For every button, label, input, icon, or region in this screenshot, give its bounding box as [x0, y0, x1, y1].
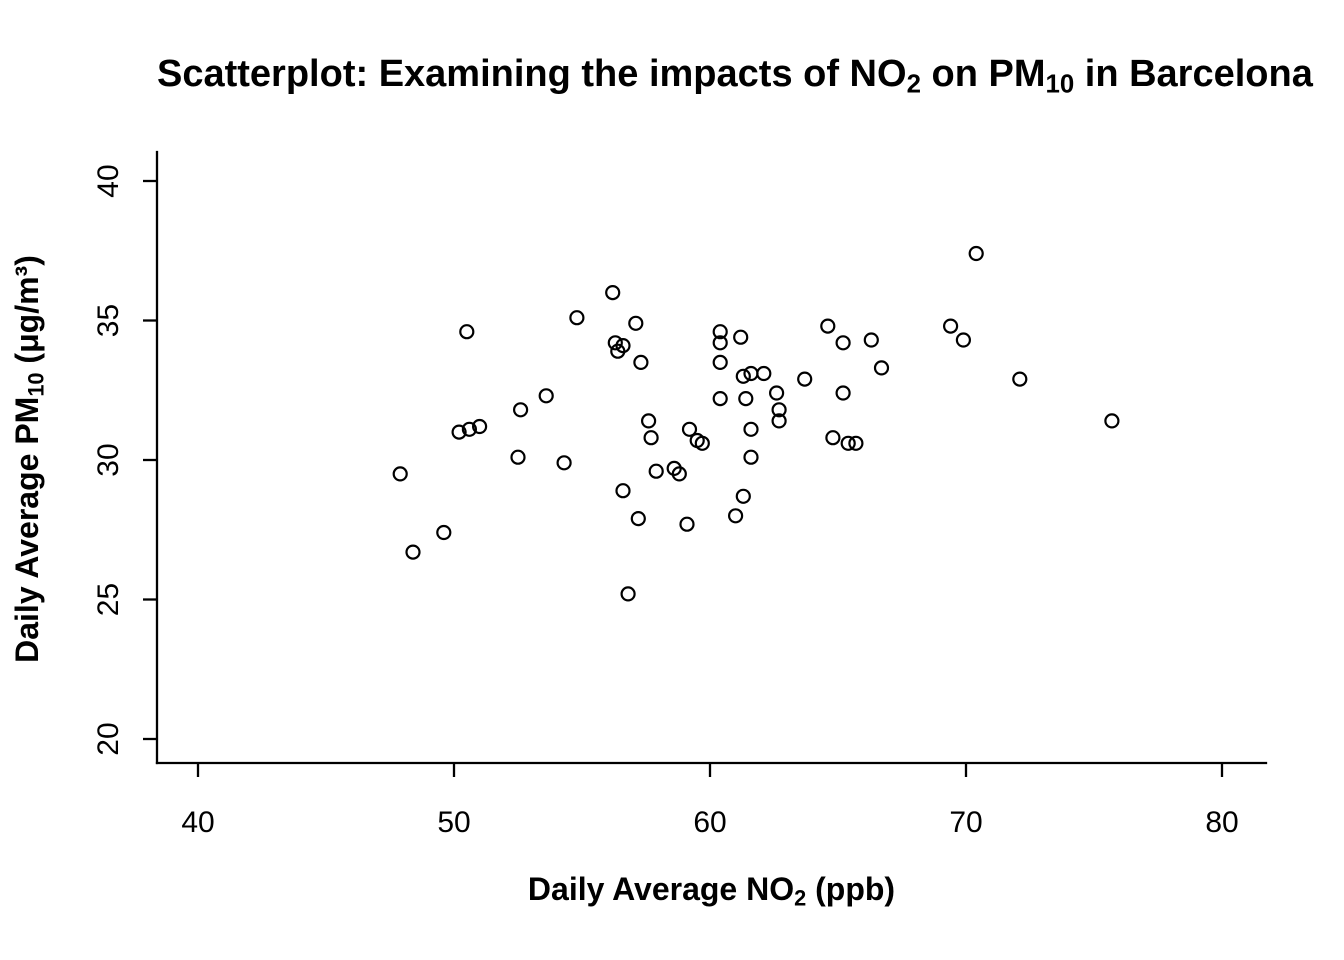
label-text: Daily Average NO [527, 871, 795, 907]
label-text: (μg/m³) [9, 255, 45, 373]
data-point [863, 332, 879, 348]
subscript-text: 2 [906, 70, 921, 99]
data-point [633, 354, 649, 370]
data-point [694, 435, 710, 451]
data-point [512, 402, 529, 418]
data-point [738, 391, 754, 407]
data-point [681, 421, 698, 437]
data-point [620, 586, 636, 602]
y-axis-tick-labels: 20 25 30 35 40 [92, 164, 125, 755]
data-point [405, 544, 421, 560]
data-point [955, 332, 972, 348]
data-point [942, 318, 959, 334]
data-point [840, 435, 856, 451]
chart-title: Scatterplot: Examining the impacts of NO… [157, 52, 1313, 106]
x-tick-label: 80 [1205, 806, 1238, 839]
label-text: (ppb) [806, 871, 896, 907]
data-point [451, 424, 467, 440]
data-point [968, 245, 984, 262]
y-tick-label: 40 [92, 164, 125, 197]
data-point [727, 508, 744, 524]
data-point [461, 421, 477, 437]
data-point [671, 466, 687, 482]
x-tick-label: 40 [181, 806, 214, 839]
data-point [712, 391, 728, 407]
data-points-group [392, 245, 1120, 602]
data-point [771, 413, 787, 429]
x-axis-ticks [196, 763, 1224, 777]
data-point [436, 524, 452, 541]
data-point [556, 455, 572, 471]
data-point [569, 310, 585, 326]
x-axis-label: Daily Average NO2 (ppb) [157, 869, 1266, 918]
data-point [797, 371, 813, 387]
data-point [835, 385, 851, 401]
data-point [743, 449, 759, 465]
data-point [835, 335, 851, 351]
y-axis-ticks [143, 179, 157, 741]
data-point [605, 285, 621, 301]
data-point [712, 354, 728, 370]
data-point [615, 338, 631, 354]
y-tick-label: 30 [92, 443, 125, 476]
data-point [873, 360, 890, 376]
subscript-text: 2 [794, 885, 807, 911]
data-point [712, 324, 728, 340]
data-point [615, 483, 631, 499]
data-point [825, 430, 841, 446]
data-point [472, 418, 488, 435]
x-tick-label: 60 [693, 806, 726, 839]
data-point [768, 385, 785, 401]
data-point [756, 365, 772, 382]
data-point [630, 510, 646, 527]
data-point [679, 516, 695, 532]
data-point [712, 335, 728, 351]
data-point [538, 388, 554, 404]
data-point [743, 421, 759, 437]
label-text: Scatterplot: Examining the impacts of NO [157, 53, 907, 95]
label-text: in Barcelona [1074, 53, 1313, 95]
data-point [643, 430, 659, 446]
data-point [820, 318, 836, 334]
data-point [848, 435, 864, 451]
data-point [735, 488, 751, 504]
data-point [648, 463, 664, 479]
y-tick-label: 35 [92, 304, 125, 337]
y-tick-label: 25 [92, 583, 125, 616]
label-text: on PM [920, 53, 1046, 95]
subscript-text: 10 [23, 372, 49, 397]
data-point [1104, 413, 1120, 429]
data-point [743, 365, 759, 382]
axes-group [155, 150, 1268, 765]
data-point [510, 449, 526, 465]
x-tick-label: 50 [437, 806, 470, 839]
data-point [1012, 371, 1028, 387]
data-point [735, 368, 751, 384]
data-point [459, 324, 475, 340]
y-axis-label: Daily Average PM10 (μg/m³) [7, 109, 49, 809]
subscript-text: 10 [1045, 70, 1075, 99]
data-point [392, 466, 408, 482]
x-tick-label: 70 [949, 806, 982, 839]
data-point [640, 413, 657, 429]
data-point [628, 315, 644, 331]
y-tick-label: 20 [92, 722, 125, 755]
data-point [733, 329, 749, 345]
data-point [771, 402, 787, 418]
label-text: Daily Average PM [9, 396, 45, 663]
data-point [607, 335, 623, 351]
x-axis-tick-labels: 40 50 60 70 80 [181, 806, 1238, 839]
